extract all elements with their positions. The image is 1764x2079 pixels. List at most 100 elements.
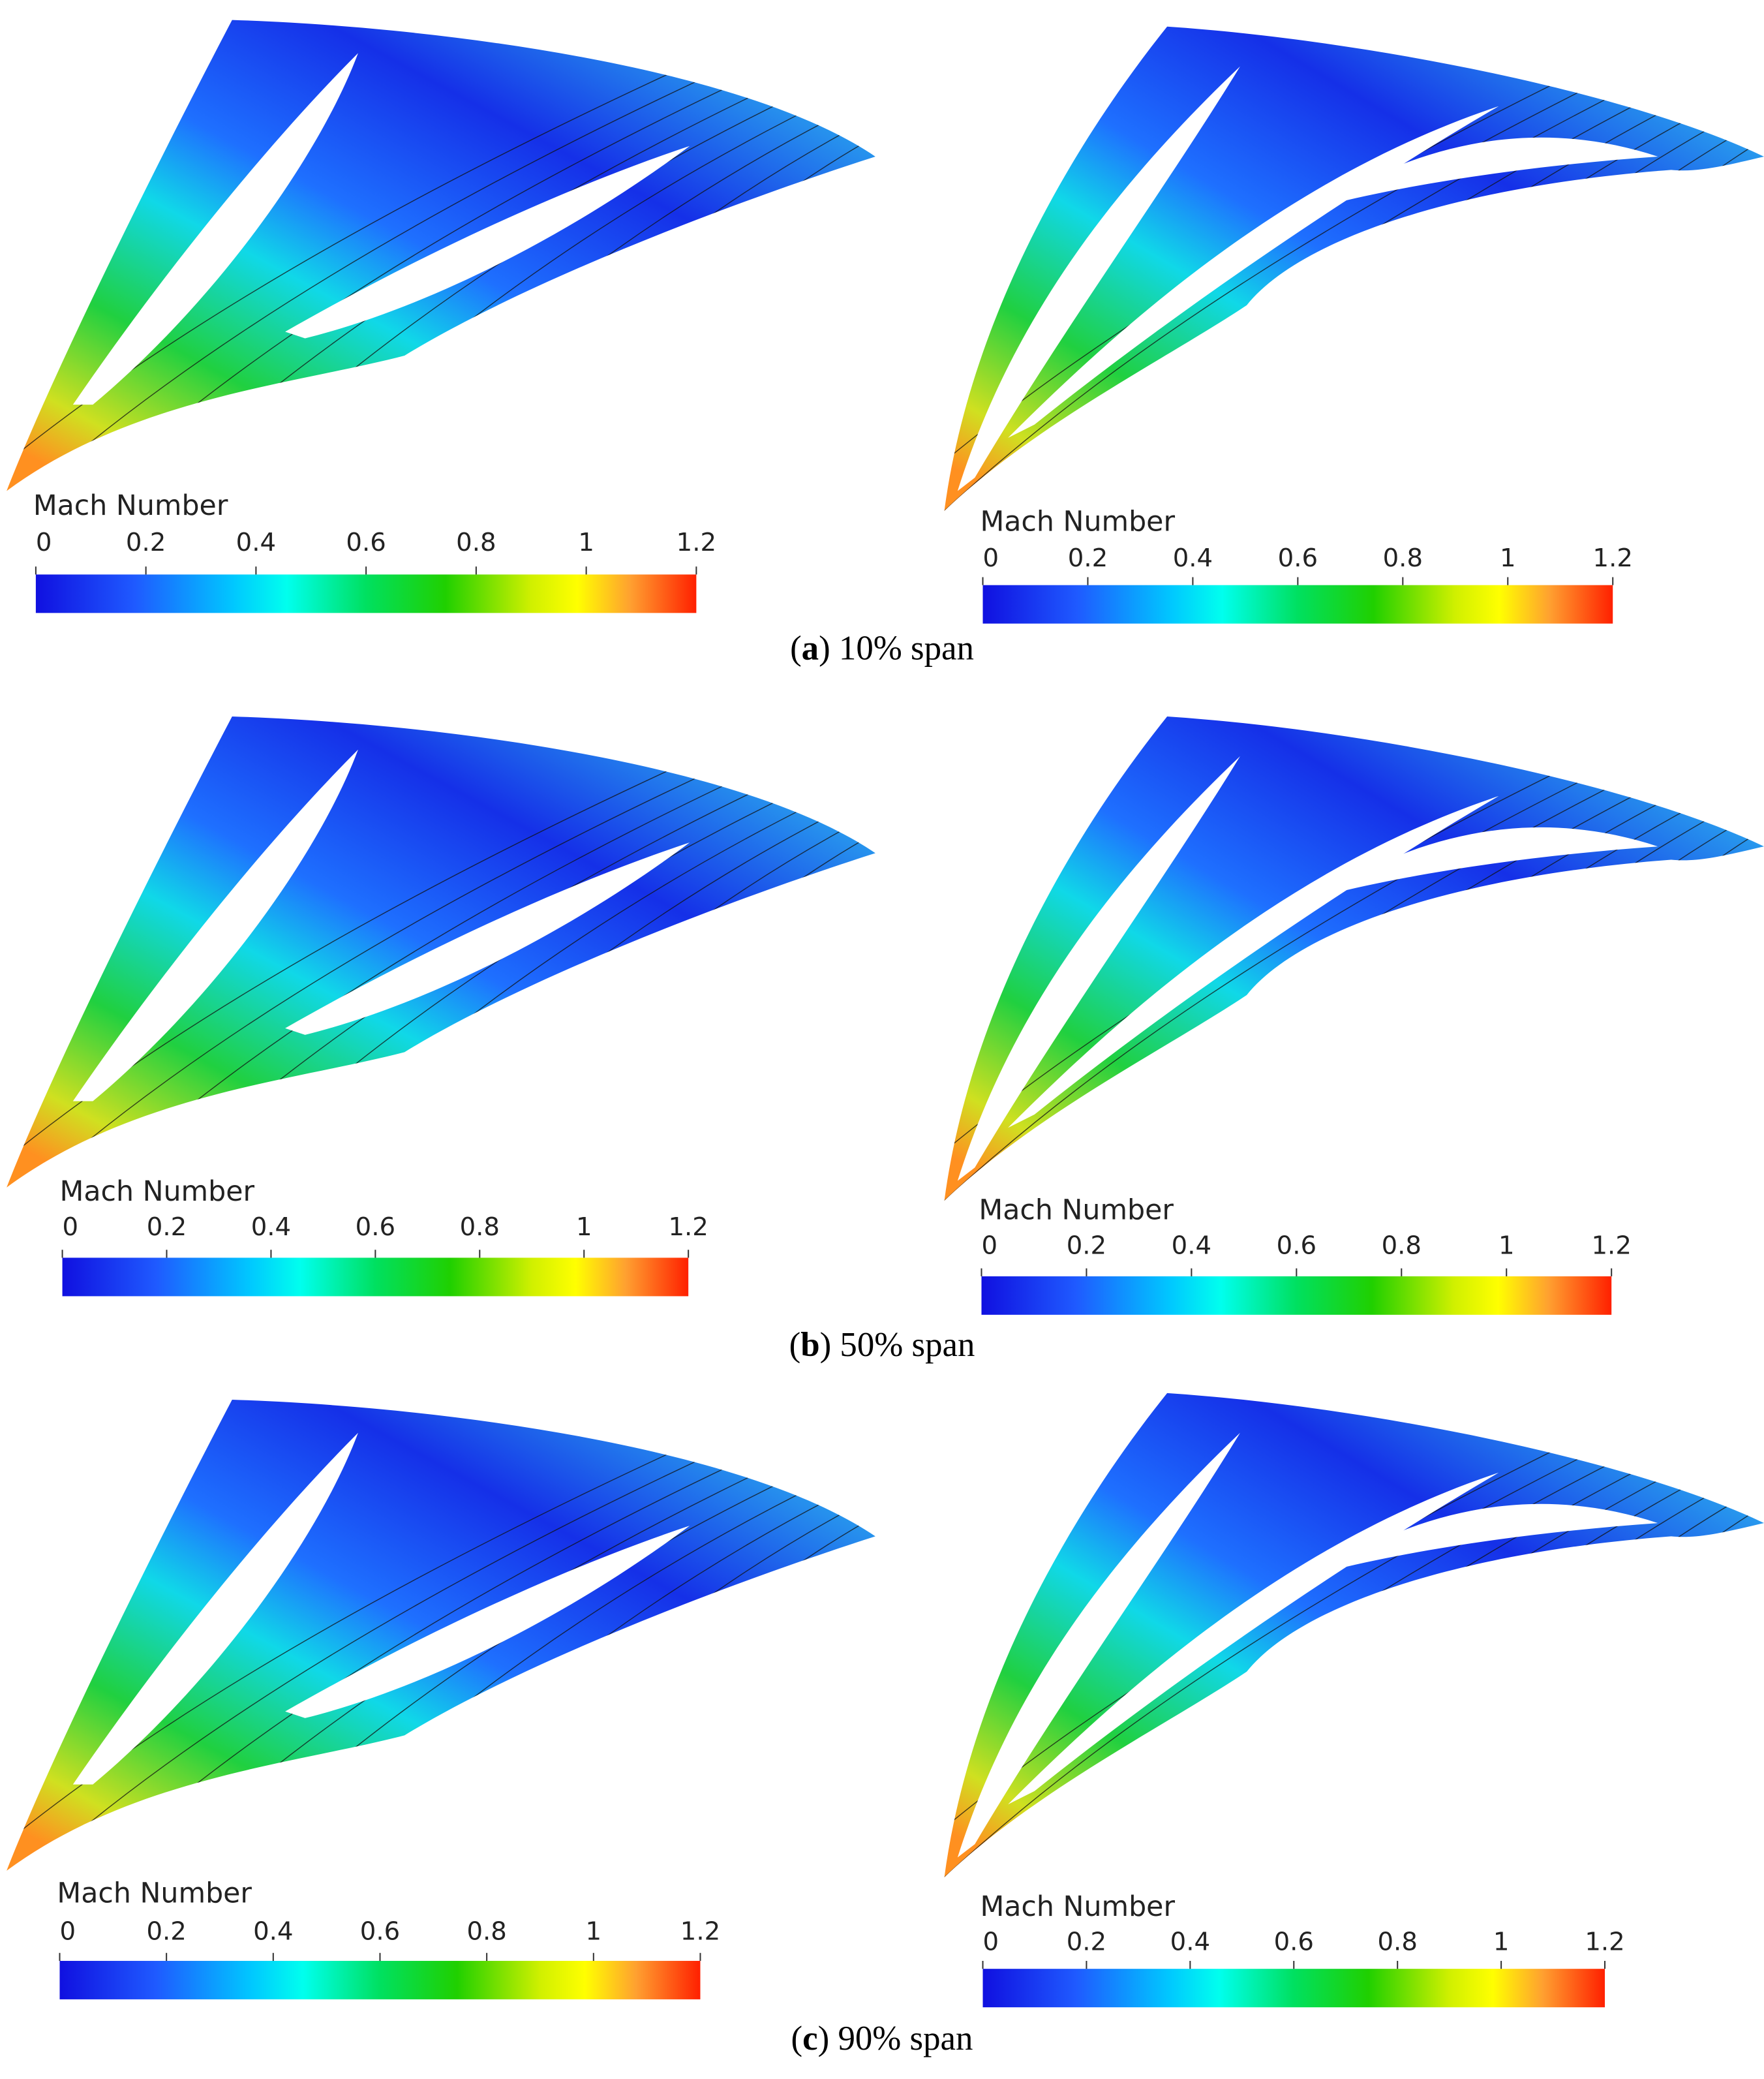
colorbar-tick-label: 0.8 [466, 1917, 506, 1946]
caption-part: a [802, 630, 819, 668]
colorbar-tick-label: 0.4 [236, 528, 276, 557]
colorbar-tick-label: 0 [981, 1231, 997, 1260]
colorbar-tick-label: 0.6 [356, 1212, 395, 1242]
blade [1008, 795, 1499, 1128]
colorbar-tick-label: 0.2 [1067, 1928, 1106, 1957]
blade [957, 756, 1240, 1181]
colorbar: Mach Number 0 0.2 0.4 0.6 0.8 1 1.2 [980, 505, 1633, 624]
streamline [1599, 1567, 1764, 1877]
streamline [768, 1597, 875, 1871]
streamline [645, 183, 875, 491]
caption-part: ) 50% span [820, 1326, 975, 1364]
colorbar-tick-label: 0.2 [1067, 1231, 1106, 1260]
streamline [707, 201, 875, 491]
streamline [1657, 1584, 1764, 1877]
caption-part: c [802, 2020, 817, 2057]
colorbar: Mach Number 0 0.2 0.4 0.6 0.8 1 1.2 [33, 489, 716, 613]
colorbar-tick-label: 0.2 [1068, 544, 1108, 573]
colorbar-tick-label: 0.4 [1172, 1231, 1211, 1260]
caption-part: ( [791, 2020, 803, 2057]
colorbar-tick-label: 1 [576, 1212, 592, 1242]
colorbar-tick-label: 0.4 [253, 1917, 293, 1946]
colorbar-tick-label: 1.2 [668, 1212, 708, 1242]
colorbar-tick-label: 0.6 [360, 1917, 400, 1946]
colorbar-tick-label: 0.2 [146, 1917, 186, 1946]
streamline [1482, 854, 1764, 1201]
blade [1273, 827, 1658, 929]
streamline [1657, 907, 1764, 1201]
colorbar-tick-label: 0 [36, 528, 52, 557]
colorbar-tick-label: 0.6 [1278, 544, 1318, 573]
colorbar-bar [981, 1276, 1612, 1315]
blade [285, 842, 690, 1035]
streamline [645, 1562, 875, 1871]
colorbar-tick-label: 0 [983, 544, 999, 573]
streamline [768, 217, 875, 491]
colorbar-tick-label: 1.2 [1585, 1928, 1624, 1957]
colorbar-tick-label: 1 [586, 1917, 602, 1946]
blade [285, 146, 690, 339]
colorbar-tick-label: 0.6 [346, 528, 386, 557]
blade [285, 1526, 690, 1718]
blade [1008, 106, 1499, 438]
blade [957, 66, 1240, 491]
colorbar-tick-label: 1 [1500, 544, 1516, 573]
colorbar-tick-label: 1 [578, 528, 594, 557]
caption: (c) 90% span [791, 2020, 973, 2057]
streamline [1540, 183, 1764, 511]
blade [72, 1432, 358, 1785]
streamline [1540, 1549, 1764, 1877]
caption-part: ( [790, 630, 802, 668]
caption-part: ( [789, 1326, 801, 1364]
colorbar-tick-label: 1.2 [680, 1917, 720, 1946]
colorbar-tick-label: 0 [63, 1212, 79, 1242]
colorbar-tick-label: 0.2 [147, 1212, 187, 1242]
colorbar-tick-label: 0.6 [1274, 1928, 1314, 1957]
blade [72, 53, 358, 405]
streamline [1716, 232, 1764, 511]
streamline [1599, 891, 1764, 1201]
colorbar-tick-label: 0.4 [1170, 1928, 1210, 1957]
contour-plot [944, 1393, 1764, 1877]
colorbar-tick-label: 0.8 [460, 1212, 500, 1242]
streamline [1423, 146, 1764, 511]
colorbar-tick-label: 1 [1493, 1928, 1510, 1957]
streamline [1423, 1512, 1764, 1877]
blade [72, 749, 358, 1101]
caption: (b) 50% span [789, 1326, 975, 1364]
caption: (a) 10% span [790, 630, 974, 668]
streamline [707, 897, 875, 1188]
colorbar-tick-label: 0 [983, 1928, 999, 1957]
colorbar-tick-label: 0.8 [456, 528, 496, 557]
colorbar-tick-label: 1.2 [677, 528, 716, 557]
colorbar-title: Mach Number [980, 505, 1175, 538]
colorbar-title: Mach Number [59, 1175, 254, 1208]
blade [1008, 1472, 1499, 1805]
colorbar-tick-label: 1.2 [1591, 1231, 1631, 1260]
streamline [1540, 872, 1764, 1201]
contour-plot [944, 26, 1764, 511]
streamline [1716, 1598, 1764, 1877]
contour-plot [7, 1399, 875, 1871]
colorbar-bar [982, 1969, 1605, 2008]
caption-part: ) 10% span [819, 630, 974, 668]
colorbar-tick-label: 0.8 [1382, 1231, 1422, 1260]
colorbar-tick-label: 1 [1498, 1231, 1515, 1260]
colorbar-tick-label: 0.2 [126, 528, 166, 557]
streamline [707, 1580, 875, 1871]
streamline [1657, 217, 1764, 511]
colorbar-title: Mach Number [979, 1194, 1174, 1226]
contour-plot [7, 716, 875, 1188]
colorbar: Mach Number 0 0.2 0.4 0.6 0.8 1 1.2 [59, 1175, 708, 1297]
streamline [1599, 201, 1764, 511]
colorbar-tick-label: 1.2 [1593, 544, 1633, 573]
contour-plot [944, 716, 1764, 1201]
contour-plot [7, 20, 875, 491]
streamline [1482, 164, 1764, 511]
colorbar: Mach Number 0 0.2 0.4 0.6 0.8 1 1.2 [57, 1877, 720, 1999]
colorbar-tick-label: 0.4 [251, 1212, 291, 1242]
colorbar-tick-label: 0.6 [1277, 1231, 1316, 1260]
colorbar-tick-label: 0 [59, 1917, 76, 1946]
streamline [645, 879, 875, 1188]
